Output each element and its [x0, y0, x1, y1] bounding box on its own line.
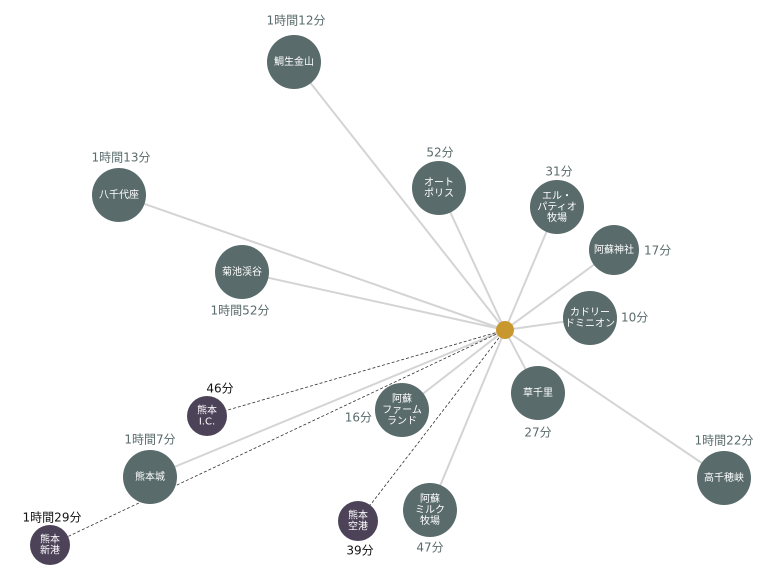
node-label: ミルク	[415, 504, 445, 516]
travel-time: 52分	[426, 146, 453, 160]
node-label: 高千穂峡	[704, 471, 744, 484]
node-label: 牧場	[420, 514, 440, 527]
node-label: オート	[424, 177, 454, 189]
travel-time: 10分	[621, 311, 648, 325]
sight-node	[92, 168, 146, 222]
transport-node	[338, 501, 378, 541]
travel-time: 46分	[206, 382, 233, 396]
node-label: 草千里	[523, 387, 553, 399]
sight-node	[589, 225, 639, 275]
hub	[496, 321, 514, 339]
node-label: 牧場	[547, 211, 567, 224]
node-label: エル・	[542, 191, 572, 202]
node-label: ランド	[387, 415, 417, 427]
travel-time: 39分	[346, 544, 373, 558]
node-label: パティオ	[537, 201, 576, 213]
transport-node	[30, 525, 70, 565]
sight-node	[375, 383, 429, 437]
travel-time: 1時間12分	[267, 14, 326, 28]
sight-node	[412, 161, 466, 215]
sight-node	[563, 291, 617, 345]
node-label: 熊本	[197, 404, 217, 417]
travel-time: 31分	[545, 165, 572, 179]
node-label: 阿蘇	[420, 492, 440, 505]
link	[149, 329, 506, 478]
node-label: 菊池渓谷	[222, 265, 262, 278]
sight-node	[697, 451, 751, 505]
link	[118, 194, 506, 331]
node-label: 熊本	[40, 533, 60, 546]
node-label: 阿蘇神社	[594, 243, 634, 256]
node-label: ドミニオン	[565, 318, 615, 330]
travel-time: 1時間13分	[92, 151, 151, 165]
sight-node	[403, 483, 457, 537]
sight-node	[511, 366, 565, 420]
node-label: ファーム	[382, 404, 422, 416]
node-label: 熊本城	[135, 470, 165, 483]
dashed-link	[206, 329, 506, 417]
sight-node	[530, 180, 584, 234]
travel-time: 1時間22分	[695, 434, 754, 448]
node-label: 空港	[348, 520, 368, 533]
dashed-link	[357, 329, 506, 522]
transport-node	[187, 396, 227, 436]
node-label: 熊本	[348, 509, 368, 522]
travel-time: 1時間7分	[124, 433, 175, 447]
link	[504, 329, 725, 479]
node-label: I.C.	[199, 417, 215, 428]
dashed-link	[49, 329, 506, 546]
sight-node	[215, 245, 269, 299]
node-label: カドリー	[570, 307, 610, 319]
links	[49, 61, 725, 546]
link	[241, 271, 506, 331]
sight-node	[123, 450, 177, 504]
travel-time: 16分	[345, 411, 372, 425]
node-label: ポリス	[424, 188, 454, 200]
travel-time: 1時間29分	[23, 511, 82, 525]
travel-time: 1時間52分	[211, 304, 270, 318]
travel-time: 47分	[416, 541, 443, 555]
node-label: 八千代座	[99, 188, 139, 201]
sight-node	[267, 35, 321, 89]
travel-time: 17分	[644, 244, 671, 258]
link	[429, 329, 506, 511]
node-label: 阿蘇	[392, 392, 412, 405]
travel-time: 27分	[524, 426, 551, 440]
node-label: 新港	[40, 544, 60, 557]
node-label: 鯛生金山	[274, 55, 314, 68]
link	[293, 61, 506, 331]
